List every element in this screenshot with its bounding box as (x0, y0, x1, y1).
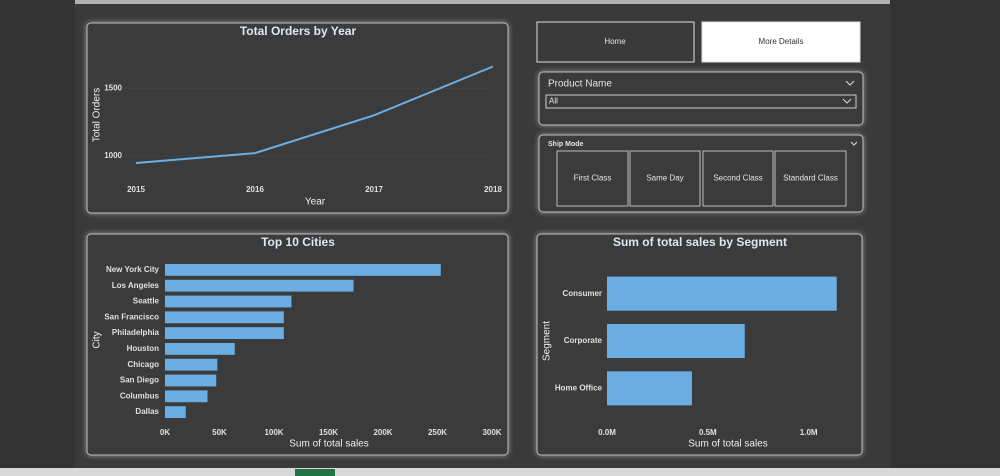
y-tick-label: Consumer (562, 289, 602, 298)
x-tick-label: 0K (160, 428, 170, 437)
bar (165, 311, 284, 324)
bar (165, 374, 217, 387)
sheet-tab (295, 469, 335, 476)
y-tick-label: Columbus (120, 391, 160, 400)
line (135, 65, 494, 164)
y-tick-label: Corporate (564, 336, 603, 345)
y-axis-title: Segment (542, 321, 553, 361)
y-tick-label: Home Office (555, 383, 603, 392)
canvas-top (75, 0, 890, 4)
x-tick-label: 100K (264, 428, 283, 437)
y-tick-label: Dallas (135, 407, 159, 416)
details-label[interactable]: More Details (759, 37, 804, 46)
chart-title: Total Orders by Year (240, 24, 357, 38)
bar (607, 276, 837, 311)
line-panel (86, 22, 509, 214)
dropdown[interactable] (545, 94, 857, 109)
slicer-title: Ship Mode (548, 141, 583, 148)
dropdown-value[interactable]: All (549, 97, 558, 106)
y-tick-label: Philadelphia (112, 328, 160, 337)
y-axis-title: Total Orders (92, 88, 103, 142)
y-tick-label: Chicago (127, 360, 159, 369)
ship-tile[interactable] (774, 150, 847, 207)
chart-title: Top 10 Cities (261, 235, 335, 249)
home-label[interactable]: Home (604, 37, 626, 46)
dropdown-chevron (842, 98, 852, 104)
bar (165, 295, 292, 308)
bar (607, 371, 692, 406)
x-axis-title: Year (305, 197, 326, 208)
details-button[interactable] (701, 21, 861, 63)
ship-tile-label[interactable]: Same Day (646, 174, 683, 183)
ship-tile[interactable] (556, 150, 629, 207)
x-tick-label: 0.0M (598, 428, 616, 437)
x-tick-label: 200K (373, 428, 392, 437)
x-tick-label: 2016 (246, 185, 264, 194)
y-axis-title: City (92, 331, 103, 348)
chevron (850, 141, 858, 146)
y-tick-label: 1500 (104, 84, 122, 93)
ship-tile[interactable] (702, 150, 774, 207)
y-tick-label: San Diego (120, 376, 159, 385)
bar (165, 279, 354, 292)
y-tick-label: New York City (106, 265, 160, 274)
x-axis-title: Sum of total sales (688, 439, 767, 450)
y-tick-label: San Francisco (104, 312, 159, 321)
y-tick-label: Seattle (133, 297, 160, 306)
ship-tile-label[interactable]: First Class (574, 174, 612, 183)
bar (165, 327, 284, 340)
x-tick-label: 150K (319, 428, 338, 437)
x-tick-label: 2018 (484, 185, 502, 194)
bar (165, 406, 186, 419)
y-tick-label: Houston (127, 344, 160, 353)
bar (165, 342, 235, 355)
ship-tile[interactable] (629, 150, 701, 207)
bar (165, 263, 441, 276)
chevron (845, 80, 855, 86)
slicer-title: Product Name (548, 79, 612, 90)
bar (165, 358, 218, 371)
bar (165, 390, 208, 403)
x-tick-label: 2015 (127, 185, 145, 194)
chart-title: Sum of total sales by Segment (613, 235, 787, 249)
sheet-bar (0, 468, 1000, 476)
x-tick-label: 0.5M (699, 428, 717, 437)
x-tick-label: 300K (482, 428, 501, 437)
ship-tile-label[interactable]: Standard Class (783, 174, 838, 183)
ship-tile-label[interactable]: Second Class (713, 174, 762, 183)
y-tick-label: 1000 (104, 151, 122, 160)
bar (607, 323, 745, 359)
x-axis-title: Sum of total sales (289, 439, 368, 450)
x-tick-label: 50K (212, 428, 227, 437)
x-tick-label: 250K (428, 428, 447, 437)
x-tick-label: 1.0M (800, 428, 818, 437)
y-tick-label: Los Angeles (112, 281, 160, 290)
home-button[interactable] (536, 21, 695, 63)
x-tick-label: 2017 (365, 185, 383, 194)
